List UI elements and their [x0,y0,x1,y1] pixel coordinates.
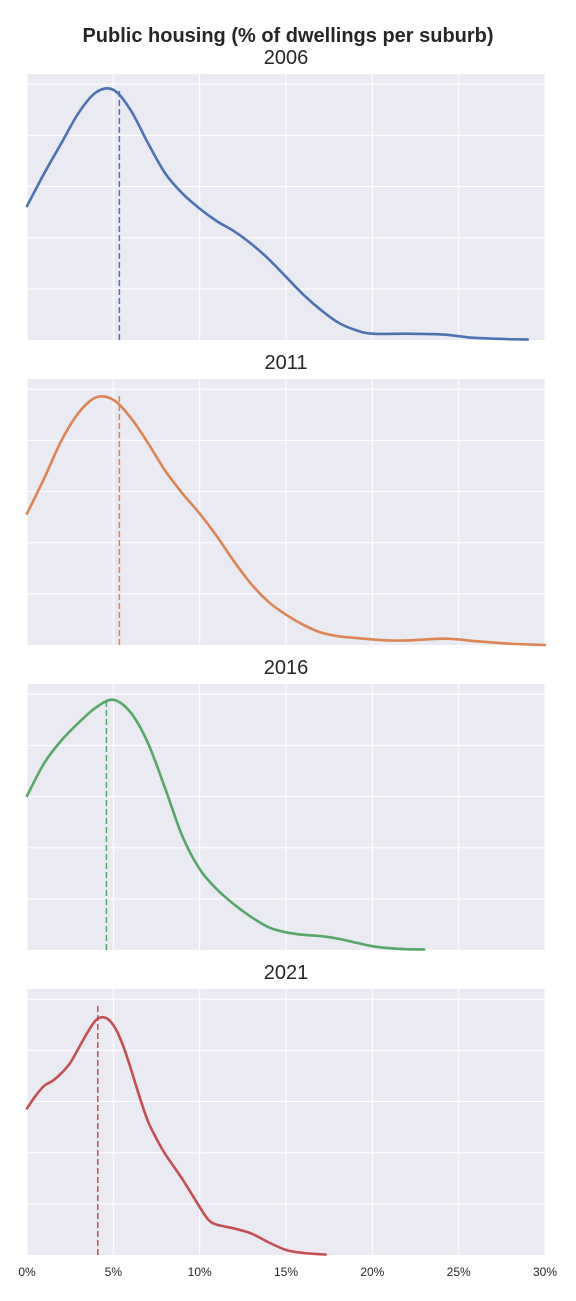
x-tick-label: 30% [533,1265,557,1279]
x-tick-label: 0% [18,1265,36,1279]
x-tick-label: 20% [360,1265,384,1279]
panel-2016: 2016 [25,657,546,951]
x-axis-ticks: 0% 5% 10% 15% 20% 25% 30% [18,1265,557,1279]
panel-2021: 2021 [25,962,546,1256]
panel-2006: 2006 [25,47,546,341]
panel-title: 2016 [264,657,309,679]
panel-title: 2021 [264,962,309,984]
kde-curve-2011 [25,395,547,647]
x-tick-label: 5% [105,1265,123,1279]
kde-curve-2021 [25,1015,328,1256]
kde-curve-2006 [25,87,530,341]
chart-title: Public housing (% of dwellings per subur… [82,25,493,47]
x-tick-label: 15% [274,1265,298,1279]
panel-2011: 2011 [25,352,547,647]
kde-curve-2016 [25,698,426,951]
panel-title: 2006 [264,47,309,69]
x-tick-label: 25% [447,1265,471,1279]
x-tick-label: 10% [188,1265,212,1279]
panel-title: 2011 [264,352,307,374]
panels: 2006 2011 2016 2021 [25,47,547,1256]
